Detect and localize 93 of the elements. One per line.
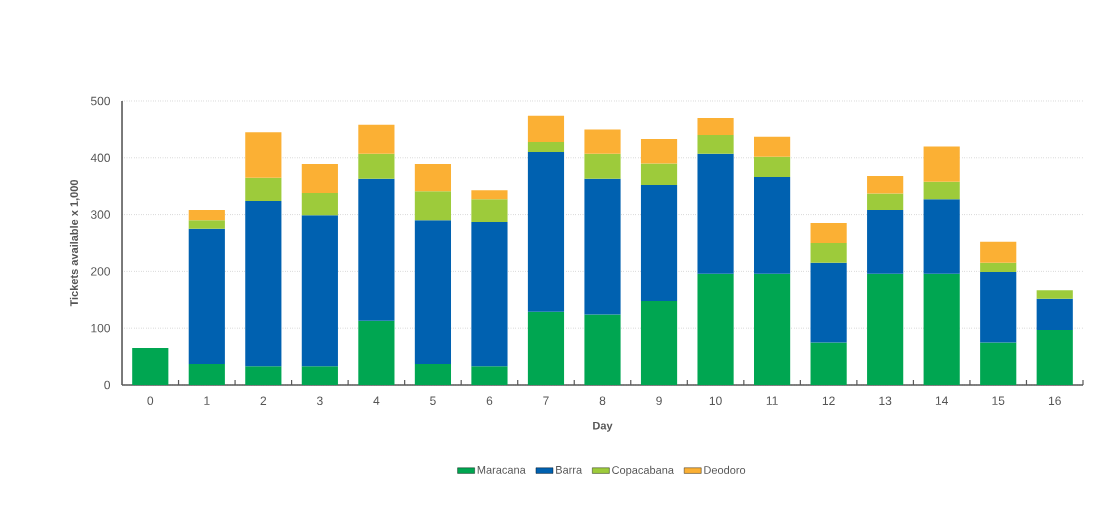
bar (640, 163, 678, 186)
bar (471, 190, 508, 200)
x-tick-label: 5 (430, 396, 436, 405)
bar (584, 153, 621, 179)
bar (188, 220, 225, 229)
bar (810, 223, 847, 243)
bar (697, 273, 734, 385)
bar (245, 132, 282, 178)
bar (754, 156, 791, 178)
bar (358, 178, 395, 321)
bar (132, 348, 169, 385)
bar (867, 193, 904, 211)
bar (754, 273, 791, 385)
bar (584, 129, 621, 154)
bar (697, 135, 734, 154)
bar (414, 363, 452, 385)
bar (301, 215, 338, 367)
x-tick-label: 7 (543, 396, 549, 405)
bar (640, 139, 678, 164)
bar (980, 342, 1017, 385)
bar (697, 118, 734, 136)
bar (980, 241, 1017, 263)
x-tick-label: 8 (599, 396, 606, 406)
bar (923, 199, 960, 274)
x-tick-label: 6 (486, 396, 493, 406)
y-tick-label: 0 (104, 380, 111, 390)
bar (245, 366, 282, 385)
bar (1036, 290, 1073, 299)
legend-label: Deodoro (704, 465, 746, 474)
bar (867, 273, 904, 385)
y-tick-label: 500 (90, 96, 111, 106)
y-axis-title: Tickets available x 1,000 (69, 179, 80, 307)
y-tick-label: 300 (90, 210, 111, 219)
bar (358, 320, 395, 385)
x-axis-title: Day (593, 421, 613, 432)
bar (584, 314, 621, 385)
bar (471, 221, 508, 367)
bar (867, 210, 904, 274)
bar (527, 141, 565, 153)
bar (923, 146, 960, 182)
bar (245, 200, 282, 367)
y-tick-label: 400 (90, 153, 111, 163)
x-tick-label: 4 (373, 396, 380, 405)
bar (358, 124, 395, 154)
bar (810, 242, 847, 263)
bar (754, 136, 791, 157)
y-tick-label: 100 (91, 323, 111, 333)
bar (584, 178, 621, 315)
bar (923, 181, 960, 200)
bar (1036, 298, 1073, 330)
x-tick-label: 0 (147, 396, 154, 406)
bar (527, 311, 565, 385)
bar (188, 363, 225, 385)
x-tick-label: 13 (879, 396, 892, 406)
legend-label: Barra (556, 466, 583, 474)
bar (471, 199, 508, 222)
bar (980, 271, 1017, 343)
bar (867, 175, 904, 194)
bar (358, 153, 395, 179)
x-tick-label: 1 (204, 396, 210, 405)
bar (301, 164, 338, 194)
bar (980, 262, 1017, 272)
bar (640, 185, 678, 301)
bar (754, 177, 791, 274)
bar (810, 262, 847, 343)
bar (188, 210, 225, 221)
bar (923, 273, 960, 385)
bar (810, 342, 847, 385)
x-tick-label: 3 (316, 396, 323, 406)
x-tick-label: 15 (992, 396, 1005, 405)
x-tick-label: 2 (260, 396, 267, 405)
legend-label: Maracana (477, 466, 526, 474)
bar (414, 191, 452, 221)
bar (1036, 329, 1073, 385)
x-tick-label: 14 (935, 396, 948, 405)
bar (188, 228, 225, 364)
bar (301, 193, 338, 216)
bar (640, 300, 678, 385)
bar (471, 366, 508, 385)
bar (301, 366, 338, 385)
bar (414, 164, 452, 192)
legend-label: Copacabana (612, 465, 674, 477)
x-tick-label: 10 (709, 396, 722, 406)
y-tick-label: 200 (91, 267, 111, 276)
x-tick-label: 11 (766, 396, 778, 405)
bar (527, 152, 565, 312)
x-tick-label: 9 (656, 396, 662, 406)
x-tick-label: 12 (822, 396, 835, 405)
bar (414, 220, 452, 364)
bar (245, 177, 282, 201)
bar (527, 115, 565, 142)
bar (697, 153, 734, 274)
x-tick-label: 16 (1048, 396, 1061, 406)
